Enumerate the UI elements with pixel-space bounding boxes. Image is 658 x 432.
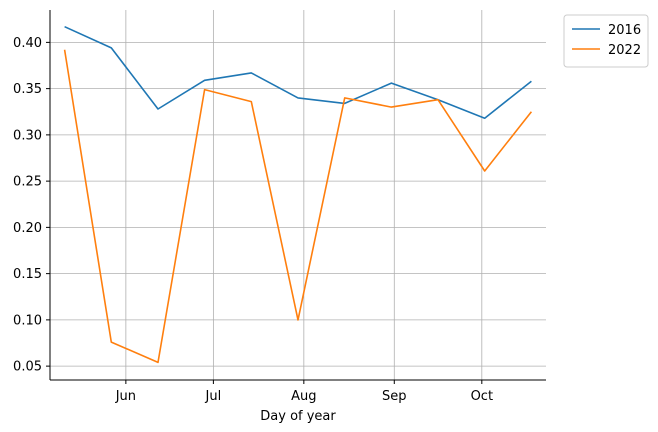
x-tick-label: Jul (205, 389, 222, 404)
series-lines (63, 25, 533, 364)
series-line-2016 (64, 25, 532, 119)
y-tick-label: 0.15 (13, 267, 42, 282)
y-tick-label: 0.40 (13, 36, 42, 51)
y-tick-label: 0.05 (13, 360, 42, 375)
legend: 2016 2022 (563, 14, 649, 68)
series-line-2022 (63, 49, 533, 364)
legend-label-2016: 2016 (608, 23, 641, 38)
x-axis-label: Day of year (260, 409, 336, 424)
y-tick-label: 0.20 (13, 221, 42, 236)
legend-label-2022: 2022 (608, 43, 641, 58)
y-tick-label: 0.10 (13, 313, 42, 328)
x-tick-label: Oct (471, 389, 493, 404)
y-tick-label: 0.25 (13, 175, 42, 190)
x-ticks: Jun Jul Aug Sep Oct (115, 380, 493, 404)
legend-box (563, 14, 649, 68)
x-tick-label: Sep (382, 389, 407, 404)
y-ticks: 0.05 0.10 0.15 0.20 0.25 0.30 0.35 0.40 (13, 36, 50, 375)
y-tick-label: 0.30 (13, 128, 42, 143)
x-tick-label: Jun (115, 389, 136, 404)
grid-lines (50, 10, 546, 380)
axes (49, 10, 546, 381)
y-tick-label: 0.35 (13, 82, 42, 97)
x-tick-label: Aug (291, 389, 316, 404)
